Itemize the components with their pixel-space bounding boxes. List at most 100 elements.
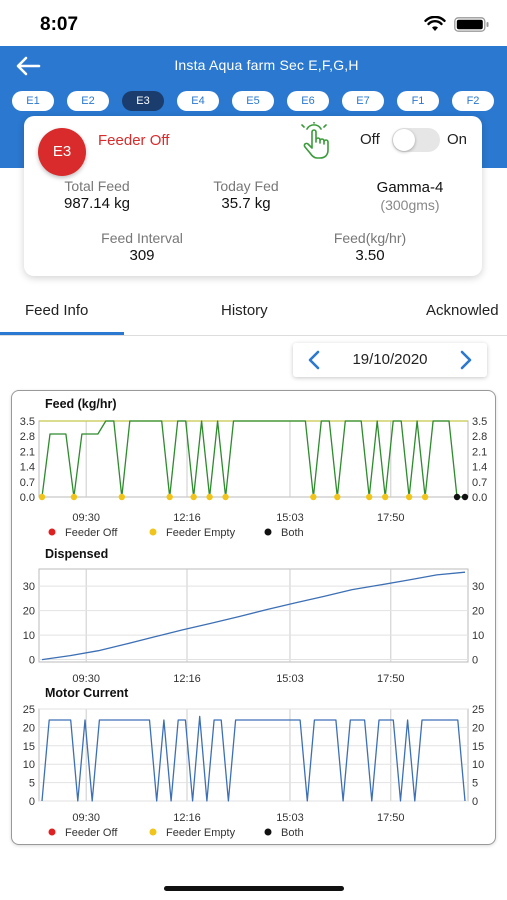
y-tick-label-right: 10 — [472, 630, 484, 642]
charts-panel: Feed (kg/hr) 09:30 12:16 15:03 17:50 0.0 0.0 0.… — [11, 390, 496, 845]
feed-interval-stat: Feed Interval 309 — [74, 230, 210, 264]
both-marker — [453, 493, 461, 501]
x-tick-label: 17:50 — [377, 673, 405, 685]
tap-hand-icon — [301, 122, 329, 159]
active-tab-indicator — [0, 332, 124, 335]
both-marker — [461, 493, 469, 501]
y-tick-label-right: 30 — [472, 581, 484, 593]
status-bar: 8:07 — [0, 0, 507, 46]
y-tick-label-right: 3.5 — [472, 416, 487, 428]
x-tick-label: 09:30 — [72, 673, 100, 685]
x-tick-label: 17:50 — [377, 812, 405, 824]
feeder-empty-marker — [405, 493, 413, 501]
y-tick-label-left: 0.7 — [20, 477, 35, 489]
x-tick-label: 12:16 — [173, 512, 201, 524]
tab-history[interactable]: History — [221, 302, 268, 319]
pond-tab-e5[interactable]: E5 — [232, 91, 274, 111]
pond-tab-bar: E1 E2 E3 E4 E5 E6 E7 F1 F2 — [12, 91, 507, 113]
chart-title: Motor Current — [45, 686, 129, 700]
x-tick-label: 12:16 — [173, 812, 201, 824]
toggle-on-label: On — [447, 131, 468, 148]
y-tick-label-left: 0 — [29, 796, 35, 808]
pond-tab-e2[interactable]: E2 — [67, 91, 109, 111]
feed-rate-stat: Feed(kg/hr) 3.50 — [306, 230, 434, 264]
y-tick-label-right: 0 — [472, 655, 478, 667]
y-tick-label-left: 1.4 — [20, 462, 35, 474]
feeder-empty-marker — [222, 493, 229, 501]
feed-interval-value: 309 — [129, 247, 155, 264]
legend-swatch — [149, 828, 157, 836]
previous-date-icon[interactable] — [307, 350, 321, 370]
legend-swatch — [48, 528, 56, 536]
feed-rate-value: 3.50 — [355, 247, 385, 264]
feed-type-stat: Gamma-4 (300gms) — [350, 178, 470, 213]
y-tick-label-right: 1.4 — [472, 462, 487, 474]
home-indicator — [164, 886, 344, 891]
toggle-off-label: Off — [360, 131, 380, 148]
y-tick-label-left: 20 — [23, 722, 35, 734]
total-feed-label: Total Feed — [64, 178, 130, 194]
wifi-icon — [424, 16, 446, 31]
pond-tab-f1[interactable]: F1 — [397, 91, 439, 111]
next-date-icon[interactable] — [459, 350, 473, 370]
feeder-empty-marker — [190, 493, 197, 501]
y-tick-label-right: 20 — [472, 606, 484, 618]
feed-interval-label: Feed Interval — [101, 230, 183, 246]
tab-acknowledge[interactable]: Acknowled — [426, 302, 499, 319]
plot-frame — [38, 708, 469, 802]
pond-tab-e1[interactable]: E1 — [12, 91, 54, 111]
pond-tab-e7[interactable]: E7 — [342, 91, 384, 111]
y-tick-label-left: 10 — [23, 630, 35, 642]
legend-swatch — [149, 528, 157, 536]
y-tick-label-right: 5 — [472, 778, 478, 790]
y-tick-label-left: 20 — [23, 606, 35, 618]
feeder-empty-marker — [366, 493, 373, 501]
legend-label: Feeder Off — [65, 827, 118, 839]
tab-feed-info[interactable]: Feed Info — [25, 302, 89, 319]
pond-tab-f2[interactable]: F2 — [452, 91, 494, 111]
legend-label: Feeder Off — [65, 527, 118, 539]
y-tick-label-left: 10 — [23, 759, 35, 771]
status-time: 8:07 — [40, 14, 79, 35]
y-tick-label-left: 30 — [23, 581, 35, 593]
y-tick-label-right: 2.1 — [472, 446, 487, 458]
feeder-empty-marker — [310, 493, 317, 501]
feed-type-value: Gamma-4 — [376, 179, 444, 196]
feeder-power-toggle[interactable] — [392, 128, 440, 152]
toggle-knob — [393, 129, 415, 151]
y-tick-label-left: 0 — [29, 655, 35, 667]
pond-badge: E3 — [38, 128, 86, 176]
feed-type-size: (300gms) — [380, 197, 440, 213]
chart-title: Feed (kg/hr) — [45, 397, 117, 411]
plot-frame — [38, 420, 469, 498]
total-feed-value: 987.14 kg — [64, 195, 130, 212]
series-line — [41, 571, 466, 661]
legend-label: Both — [281, 827, 304, 839]
feeder-info-card: E3 Feeder Off Off On Total Feed 987.14 k… — [24, 116, 482, 276]
battery-icon — [454, 17, 489, 32]
y-tick-label-right: 15 — [472, 741, 484, 753]
pond-tab-e6[interactable]: E6 — [287, 91, 329, 111]
y-tick-label-left: 2.1 — [20, 446, 35, 458]
y-tick-label-right: 0.7 — [472, 477, 487, 489]
feeder-empty-marker — [421, 493, 429, 501]
series-line — [41, 420, 465, 498]
date-picker: 19/10/2020 — [293, 343, 487, 377]
back-arrow-icon[interactable] — [14, 55, 42, 77]
pond-tab-e3[interactable]: E3 — [122, 91, 164, 111]
charts-svg: Feed (kg/hr) 09:30 12:16 15:03 17:50 0.0 0.0 0.… — [20, 397, 488, 839]
x-tick-label: 09:30 — [72, 512, 100, 524]
x-tick-label: 15:03 — [276, 512, 304, 524]
section-tabs: Feed Info History Acknowled — [0, 296, 507, 336]
y-tick-label-left: 25 — [23, 704, 35, 716]
x-tick-label: 09:30 — [72, 812, 100, 824]
legend-swatch — [264, 828, 272, 836]
y-tick-label-right: 0 — [472, 796, 478, 808]
pond-tab-e4[interactable]: E4 — [177, 91, 219, 111]
y-tick-label-left: 5 — [29, 778, 35, 790]
feeder-status-text: Feeder Off — [98, 132, 170, 149]
y-tick-label-right: 2.8 — [472, 431, 487, 443]
today-fed-value: 35.7 kg — [221, 195, 271, 212]
selected-date[interactable]: 19/10/2020 — [352, 351, 428, 368]
plot-frame — [38, 568, 469, 663]
